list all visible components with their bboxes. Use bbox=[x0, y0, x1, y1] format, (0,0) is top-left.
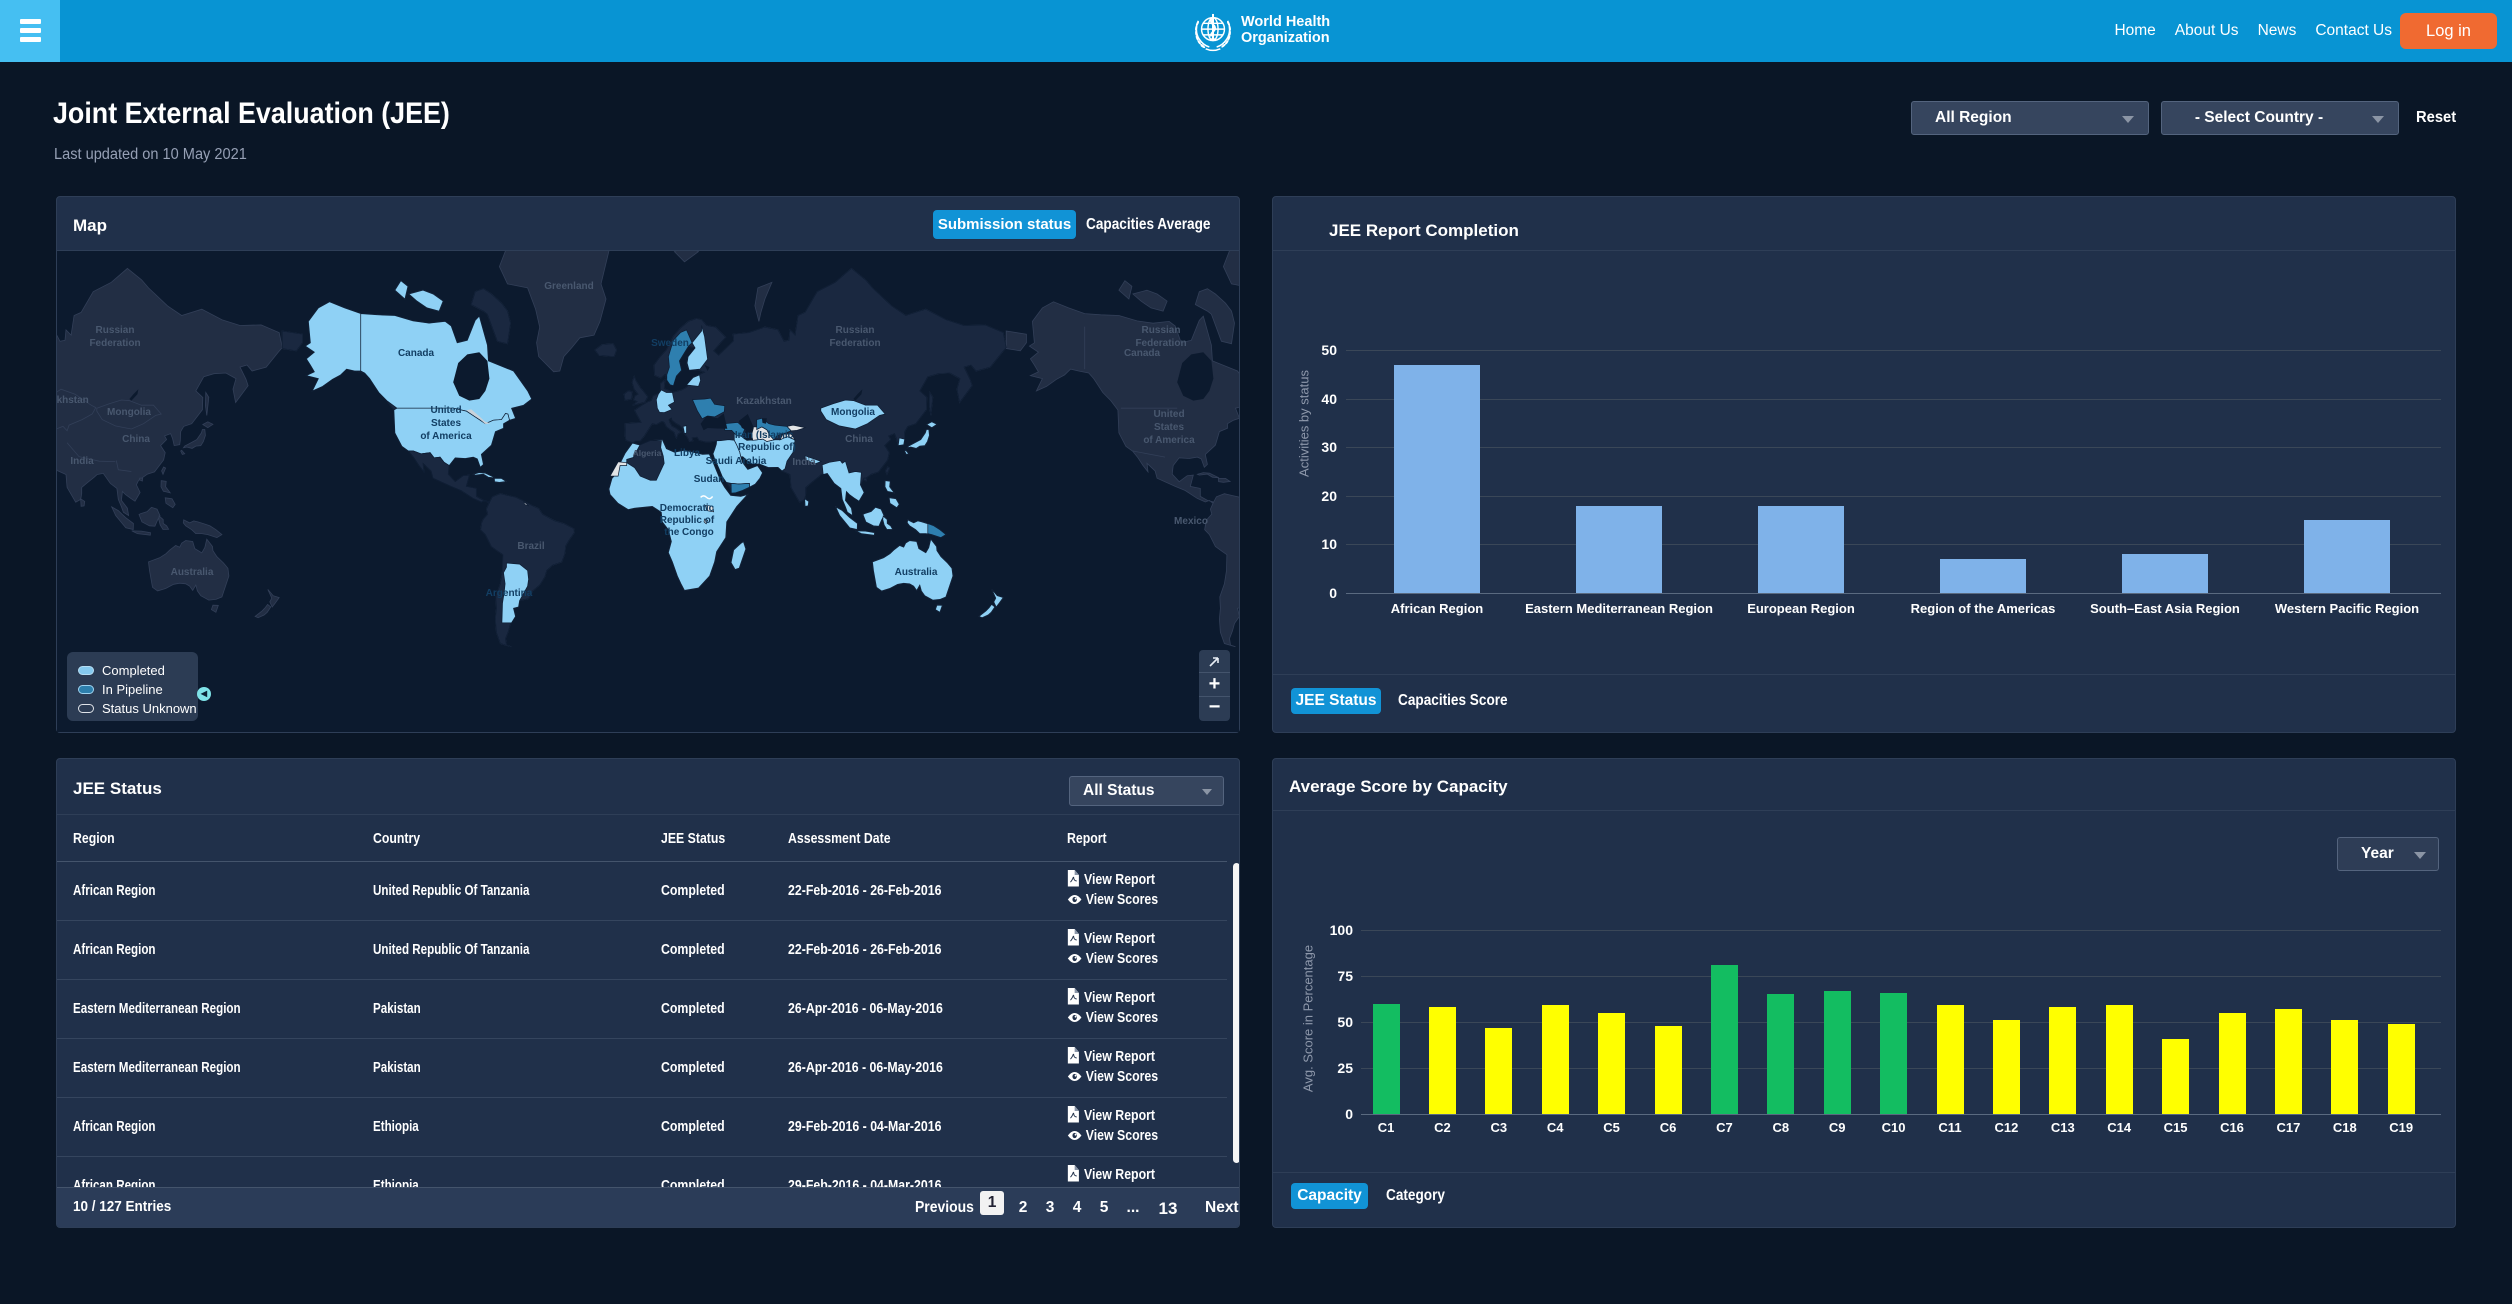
svg-text:Federation: Federation bbox=[1135, 338, 1186, 349]
svg-text:Iran (Islamic: Iran (Islamic bbox=[735, 430, 794, 441]
svg-text:Canada: Canada bbox=[1124, 348, 1161, 359]
svg-text:Mongolia: Mongolia bbox=[831, 407, 875, 418]
svg-text:Russian: Russian bbox=[836, 325, 875, 336]
svg-text:India: India bbox=[792, 457, 816, 468]
svg-text:Mongolia: Mongolia bbox=[107, 407, 151, 418]
svg-text:Brazil: Brazil bbox=[517, 541, 544, 552]
svg-text:Federation: Federation bbox=[89, 338, 140, 349]
svg-text:Sudan: Sudan bbox=[694, 474, 725, 485]
svg-text:Federation: Federation bbox=[829, 338, 880, 349]
svg-text:India: India bbox=[70, 456, 94, 467]
svg-text:Canada: Canada bbox=[398, 348, 435, 359]
svg-text:of America: of America bbox=[1143, 435, 1195, 446]
svg-text:Australia: Australia bbox=[895, 567, 938, 578]
svg-text:Saudi Arabia: Saudi Arabia bbox=[706, 456, 767, 467]
svg-text:China: China bbox=[122, 434, 150, 445]
svg-text:United: United bbox=[1153, 409, 1184, 420]
svg-text:Libya: Libya bbox=[674, 448, 701, 459]
svg-text:Kazakhstan: Kazakhstan bbox=[57, 395, 89, 406]
svg-text:of America: of America bbox=[420, 431, 472, 442]
svg-text:China: China bbox=[845, 434, 873, 445]
svg-text:Australia: Australia bbox=[171, 567, 214, 578]
svg-text:Greenland: Greenland bbox=[544, 281, 593, 292]
svg-text:Mexico: Mexico bbox=[1174, 516, 1208, 527]
svg-text:Republic of: Republic of bbox=[660, 515, 715, 526]
svg-text:Russian: Russian bbox=[96, 325, 135, 336]
svg-text:Democratic: Democratic bbox=[660, 503, 715, 514]
svg-text:Argentina: Argentina bbox=[486, 588, 533, 599]
svg-text:Russian: Russian bbox=[1142, 325, 1181, 336]
svg-text:the Congo: the Congo bbox=[664, 527, 713, 538]
svg-text:States: States bbox=[1154, 422, 1184, 433]
svg-text:United: United bbox=[430, 405, 461, 416]
svg-text:Republic of): Republic of) bbox=[738, 442, 796, 453]
svg-text:Algeria: Algeria bbox=[633, 448, 662, 458]
svg-text:Kazakhstan: Kazakhstan bbox=[736, 396, 792, 407]
svg-text:Sweden: Sweden bbox=[651, 338, 689, 349]
svg-text:States: States bbox=[431, 418, 461, 429]
